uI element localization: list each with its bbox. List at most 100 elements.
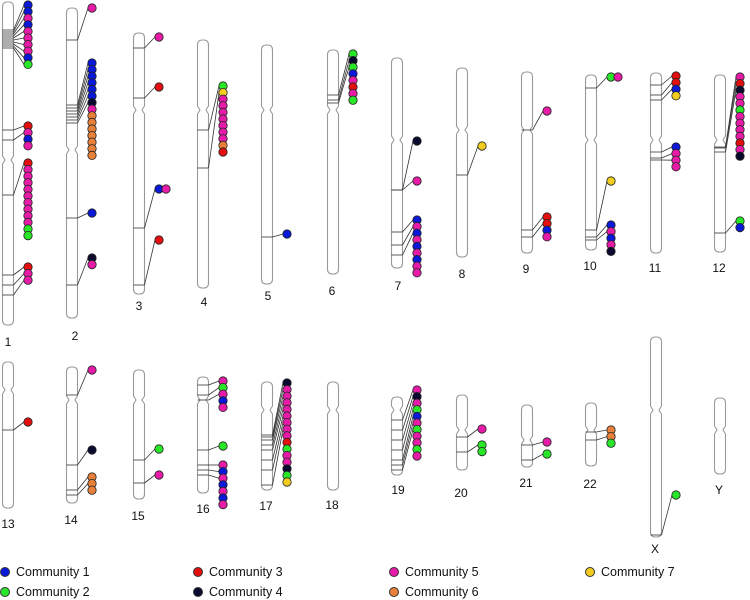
marker-community-2: [23, 59, 33, 70]
marker-community-5: [23, 275, 33, 285]
connector-line: [208, 85, 220, 131]
legend-label: Community 6: [405, 585, 479, 599]
chromosome-label: 15: [131, 509, 145, 523]
chromosome-20: 20: [454, 394, 487, 500]
connector-line: [13, 47, 25, 65]
chromosome-14: 14: [64, 365, 97, 527]
connector-line: [532, 110, 544, 131]
chromosome-body: [326, 49, 340, 275]
marker-community-3: [154, 235, 164, 245]
connector-line: [77, 69, 89, 109]
chromosome-body: [132, 369, 146, 500]
connector-line: [596, 231, 608, 241]
chromosome-body: [326, 381, 340, 491]
connector-line: [77, 212, 89, 219]
chromosome-X: X: [649, 336, 681, 556]
connector-line: [661, 88, 673, 101]
legend-item-community-4: Community 4: [193, 585, 283, 599]
connector-line: [77, 82, 89, 115]
chromosome-label: 6: [329, 284, 336, 298]
connector-line: [272, 402, 284, 446]
marker-community-5: [613, 72, 623, 82]
connector-line: [208, 92, 220, 169]
chromosome-body: [713, 397, 727, 475]
chromosome-body: [584, 74, 598, 251]
legend: Community 1 Community 2 Community 3 Comm…: [0, 560, 750, 600]
connector-line: [661, 75, 673, 86]
marker-community-1: [87, 208, 97, 218]
legend-item-community-2: Community 2: [0, 585, 90, 599]
connector-line: [13, 162, 25, 196]
connector-line: [272, 382, 284, 436]
chromosome-7: 7: [390, 57, 422, 293]
marker-community-4: [412, 136, 422, 146]
legend-swatch-2: [0, 587, 10, 597]
connector-line: [467, 145, 479, 176]
connector-line: [208, 445, 220, 451]
connector-line: [661, 146, 673, 153]
connector-line: [402, 233, 414, 256]
legend-label: Community 1: [16, 565, 90, 579]
legend-label: Community 5: [405, 565, 479, 579]
chromosome-label: 19: [391, 483, 405, 497]
connector-line: [208, 469, 220, 472]
connector-line: [596, 76, 608, 89]
legend-swatch-6: [389, 587, 399, 597]
legend-swatch-4: [193, 587, 203, 597]
connector-line: [402, 429, 414, 471]
chromosome-17: 17: [259, 378, 292, 513]
connector-line: [13, 132, 25, 141]
chromosome-body: [196, 376, 210, 494]
marker-community-5: [23, 141, 33, 151]
connector-line: [13, 273, 25, 286]
marker-community-5: [542, 437, 552, 447]
connector-line: [208, 393, 220, 401]
chromosome-body: [260, 381, 274, 491]
connector-line: [402, 416, 414, 461]
chromosome-5: 5: [260, 44, 292, 303]
chromosome-label: 20: [454, 486, 468, 500]
connector-line: [402, 140, 414, 191]
connector-line: [77, 483, 89, 496]
chromosome-body: [132, 32, 146, 295]
connector-line: [272, 233, 284, 238]
connector-line: [144, 448, 156, 461]
connector-line: [13, 17, 25, 35]
marker-community-6: [87, 485, 97, 495]
chromosome-body: [520, 71, 534, 254]
chromosome-16: 16: [196, 376, 228, 516]
marker-community-4: [735, 151, 745, 161]
chromosome-body: [649, 72, 663, 254]
connector-line: [402, 409, 414, 451]
legend-label: Community 7: [601, 565, 675, 579]
chromosome-body: [1, 361, 15, 509]
connector-line: [338, 53, 350, 96]
chromosome-label: 7: [395, 279, 402, 293]
connector-line: [338, 60, 350, 101]
connector-line: [13, 45, 25, 59]
marker-community-3: [218, 147, 228, 157]
chromosome-label: 13: [1, 517, 15, 531]
connector-line: [208, 387, 220, 396]
marker-community-5: [154, 470, 164, 480]
marker-community-5: [87, 3, 97, 13]
chromosome-3: 3: [132, 32, 171, 313]
marker-community-5: [671, 162, 681, 172]
marker-community-5: [161, 184, 171, 194]
chromosome-label: 1: [5, 335, 12, 349]
chromosome-label: 16: [196, 502, 210, 516]
chromosome-label: 17: [259, 499, 273, 513]
marker-community-2: [348, 95, 358, 105]
connector-line: [77, 102, 89, 124]
connector-line: [13, 11, 25, 33]
marker-community-5: [87, 259, 97, 270]
connector-line: [13, 31, 25, 39]
legend-swatch-5: [389, 567, 399, 577]
marker-community-1: [735, 223, 745, 233]
chromosome-label: X: [651, 542, 659, 556]
connector-line: [402, 389, 414, 421]
legend-swatch-3: [193, 567, 203, 577]
chromosome-12: 12: [712, 72, 745, 275]
connector-line: [596, 429, 608, 433]
chromosome-9: 9: [520, 71, 552, 276]
